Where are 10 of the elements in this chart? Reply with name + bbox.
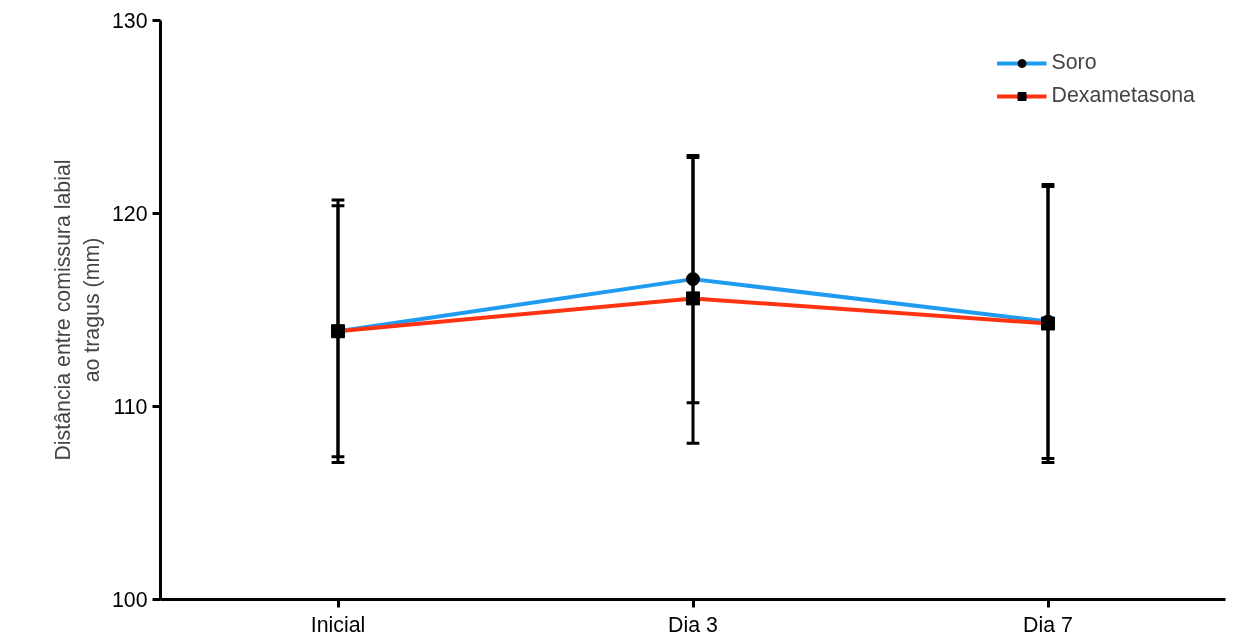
y-tick-label: 100 bbox=[111, 588, 148, 612]
x-tick-label: Inicial bbox=[310, 612, 366, 637]
x-tick-label: Dia 3 bbox=[668, 612, 718, 637]
y-tick-label: 120 bbox=[111, 202, 148, 226]
y-tick-label: 130 bbox=[111, 9, 148, 33]
x-tick-label: Dia 7 bbox=[1023, 612, 1073, 637]
legend-label: Soro bbox=[1051, 50, 1097, 75]
y-tick-label: 110 bbox=[113, 395, 148, 419]
legend-label: Dexametasona bbox=[1051, 83, 1195, 108]
y-axis-title: Distância entre comissura labial ao tragus (mm) bbox=[51, 159, 104, 461]
